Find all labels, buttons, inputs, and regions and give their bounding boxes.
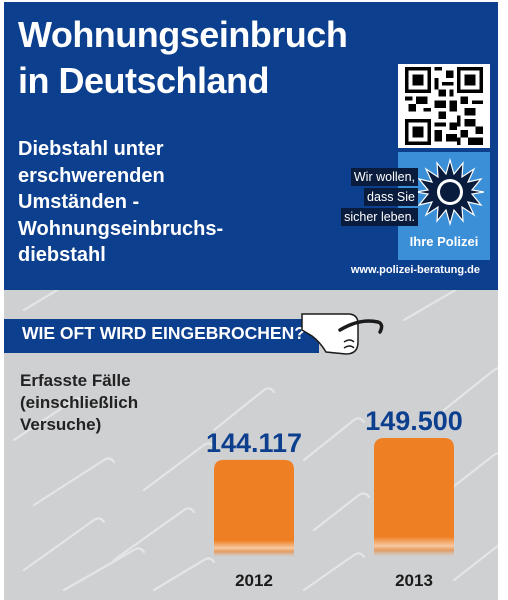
- slogan: Wir wollen, dass Sie sicher leben.: [328, 168, 418, 228]
- crowbar-hand-icon: [301, 313, 384, 355]
- title-line-1: Wohnungseinbruch: [18, 14, 348, 55]
- bar-2012: [214, 459, 294, 558]
- header-panel: Wohnungseinbruch in Deutschland Diebstah…: [4, 2, 498, 290]
- page-title: Wohnungseinbruch in Deutschland: [18, 12, 348, 104]
- section-heading: WIE OFT WIRD EINGEBROCHEN?: [22, 323, 305, 343]
- subtitle: Diebstahl unter erschwerenden Umständen …: [18, 136, 258, 269]
- category-label-2013: 2013: [395, 571, 433, 590]
- title-line-2: in Deutschland: [18, 60, 270, 101]
- subtitle-line-1: Diebstahl unter: [18, 138, 164, 160]
- slogan-line-3: sicher leben.: [341, 208, 418, 226]
- website-link[interactable]: www.polizei-beratung.de: [350, 264, 480, 276]
- crowbar-pattern-background: [12, 290, 498, 592]
- slogan-line-2: dass Sie: [364, 188, 418, 206]
- cases-label-line-2: (einschließlich: [20, 393, 139, 412]
- police-logo-text: Ihre Polizei: [409, 234, 479, 249]
- value-label-2012: 144.117: [206, 428, 302, 458]
- bar-2013: [374, 438, 454, 558]
- section-banner: [4, 319, 319, 353]
- slogan-line-1: Wir wollen,: [350, 168, 418, 186]
- bar-chart: 144.117 2012 149.500 2013: [206, 406, 463, 590]
- subtitle-line-2: erschwerenden: [18, 164, 165, 187]
- qr-code-icon[interactable]: [398, 64, 490, 148]
- police-star-icon: [416, 158, 484, 226]
- subtitle-line-5: diebstahl: [18, 244, 106, 266]
- value-label-2013: 149.500: [365, 406, 463, 436]
- cases-label-line-1: Erfasste Fälle: [20, 371, 131, 390]
- cases-label-line-3: Versuche): [20, 415, 102, 434]
- category-label-2012: 2012: [235, 571, 273, 590]
- chart-panel: WIE OFT WIRD EINGEBROCHEN? Erfasste Fäll…: [4, 290, 498, 600]
- cases-label: Erfasste Fälle (einschließlich Versuche): [20, 370, 138, 436]
- subtitle-line-4: Wohnungseinbruchs-: [18, 217, 224, 240]
- subtitle-line-3: Umständen -: [18, 191, 140, 213]
